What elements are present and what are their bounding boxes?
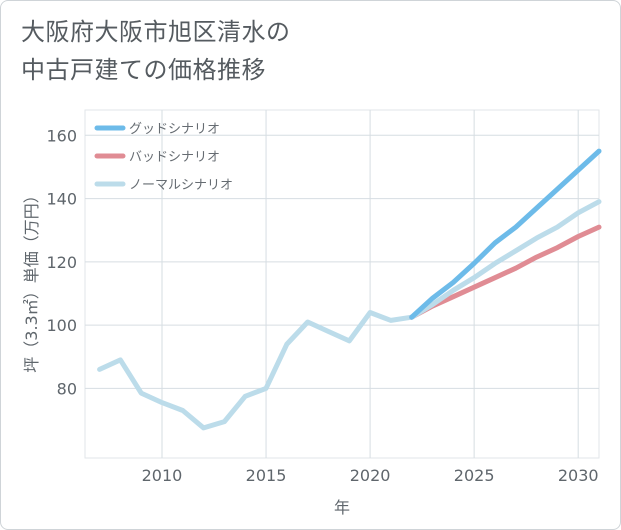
legend-item-bad: バッドシナリオ — [94, 150, 220, 165]
y-tick-label: 140 — [46, 190, 77, 209]
plot-area-background — [84, 109, 600, 459]
good-scenario-line — [409, 148, 602, 320]
legend-item-good: グッドシナリオ — [94, 122, 220, 137]
x-axis-title: 年 — [334, 498, 350, 517]
bad-scenario-line — [409, 224, 602, 320]
history-line — [97, 310, 415, 431]
y-axis-title: 坪（3.3㎡）単価（万円） — [22, 187, 41, 372]
x-tick-label: 2015 — [246, 466, 287, 485]
y-tick-label: 100 — [46, 316, 77, 335]
x-tick-label: 2030 — [558, 466, 599, 485]
y-axis-ticks: 80 100 120 140 160 — [46, 126, 77, 398]
y-tick-label: 120 — [46, 253, 77, 272]
normal-scenario-line — [409, 199, 602, 320]
y-tick-label: 80 — [57, 379, 77, 398]
chart-title: 大阪府大阪市旭区清水の 中古戸建ての価格推移 — [21, 13, 291, 89]
x-axis-ticks: 2010 2015 2020 2025 2030 — [142, 466, 599, 485]
legend-item-normal: ノーマルシナリオ — [94, 178, 233, 193]
x-tick-label: 2020 — [350, 466, 391, 485]
legend-label: バッドシナリオ — [129, 150, 220, 165]
x-tick-label: 2025 — [454, 466, 495, 485]
chart-title-line-1: 大阪府大阪市旭区清水の — [21, 18, 291, 46]
chart-title-line-2: 中古戸建ての価格推移 — [21, 56, 266, 84]
legend-label: ノーマルシナリオ — [129, 178, 233, 193]
y-tick-label: 160 — [46, 126, 77, 145]
horizontal-gridlines — [85, 134, 599, 389]
series-layer — [97, 148, 602, 431]
x-tick-label: 2010 — [142, 466, 183, 485]
legend-label: グッドシナリオ — [129, 122, 220, 137]
